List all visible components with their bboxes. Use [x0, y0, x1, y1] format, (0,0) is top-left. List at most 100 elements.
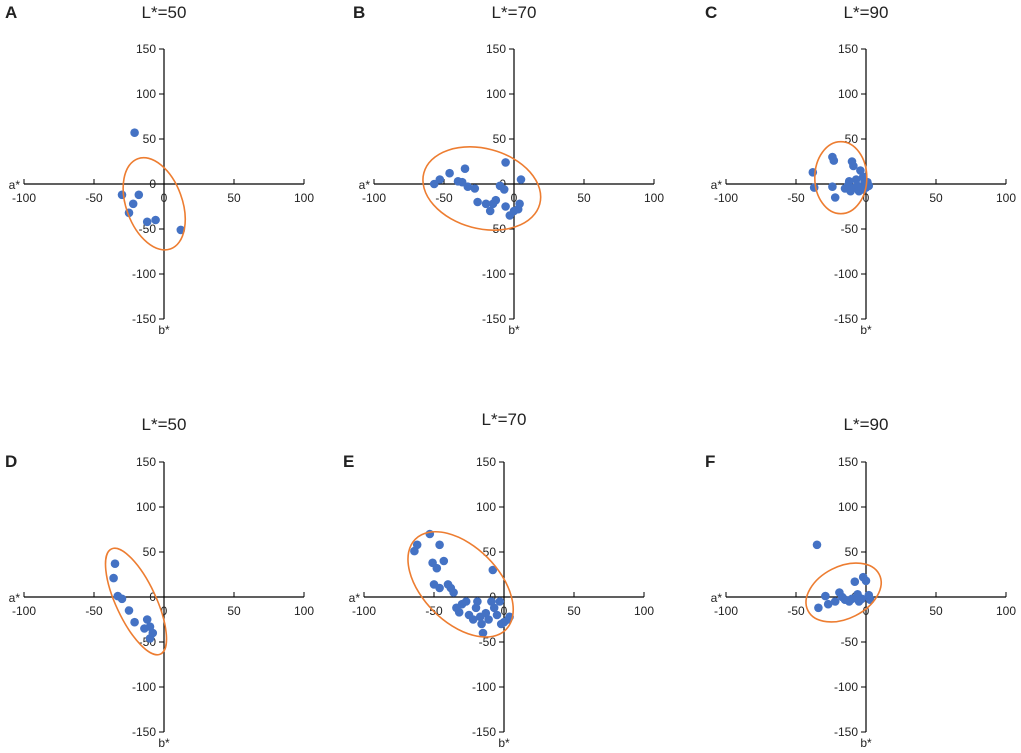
x-tick-label: 0: [511, 191, 518, 205]
cluster-ellipse: [122, 156, 187, 251]
y-tick-label: 150: [838, 42, 858, 56]
data-point: [454, 608, 464, 617]
x-axis-label: a*: [711, 591, 723, 605]
data-point: [435, 583, 444, 593]
panel-letter: F: [705, 452, 715, 471]
y-tick-label: -50: [479, 635, 497, 649]
data-point: [439, 556, 449, 566]
y-tick-label: -50: [489, 222, 507, 236]
data-point: [861, 576, 871, 586]
y-tick-label: -100: [132, 680, 156, 694]
y-tick-label: 0: [149, 590, 156, 604]
cluster-ellipse: [104, 547, 168, 656]
x-axis-label: a*: [9, 591, 21, 605]
data-point: [473, 197, 482, 207]
data-point: [117, 594, 127, 604]
x-tick-label: 0: [161, 604, 168, 618]
y-tick-label: 100: [486, 87, 506, 101]
x-tick-label: 100: [996, 604, 1016, 618]
x-tick-label: 100: [996, 191, 1016, 205]
x-tick-label: 50: [929, 604, 943, 618]
data-point: [489, 603, 499, 613]
data-point: [432, 563, 442, 573]
data-point: [488, 565, 498, 575]
panel-letter: C: [705, 3, 717, 22]
data-point: [445, 168, 454, 178]
x-tick-label: -100: [12, 604, 36, 618]
data-point: [495, 597, 505, 606]
y-tick-label: 100: [136, 87, 156, 101]
data-point: [142, 217, 152, 227]
data-point: [850, 577, 860, 586]
data-point: [109, 573, 118, 583]
x-tick-label: -50: [787, 191, 805, 205]
panel-title: L*=90: [844, 415, 889, 434]
data-point: [849, 161, 858, 171]
data-point: [130, 128, 139, 137]
data-point: [828, 182, 837, 191]
data-point: [830, 193, 840, 202]
y-axis-label: b*: [158, 736, 170, 750]
x-tick-label: 50: [227, 604, 241, 618]
data-point: [821, 591, 830, 601]
cluster-ellipse: [813, 140, 868, 215]
panel-c: CL*=90-100-50050100150100500-50-100-150a…: [705, 3, 1016, 337]
data-point: [484, 615, 493, 624]
y-tick-label: -150: [482, 312, 506, 326]
y-tick-label: -150: [834, 725, 858, 739]
data-point: [485, 206, 495, 216]
x-tick-label: 100: [644, 191, 664, 205]
x-tick-label: 50: [227, 191, 241, 205]
panel-letter: A: [5, 3, 17, 22]
data-point: [449, 588, 458, 597]
data-point: [812, 540, 822, 550]
y-tick-label: -150: [132, 312, 156, 326]
y-tick-label: 150: [486, 42, 506, 56]
y-axis-label: b*: [508, 323, 520, 337]
panel-a: A L*=50 -100 -50 0 50 100 150 100 50 0 -50 -100 -150 a…: [5, 3, 314, 337]
x-tick-label: 50: [577, 191, 591, 205]
data-point: [130, 617, 139, 627]
x-axis-label: a*: [9, 178, 21, 192]
y-tick-label: -150: [472, 725, 496, 739]
x-axis-label: a*: [711, 178, 723, 192]
data-point: [499, 185, 509, 194]
x-axis-label: a*: [359, 178, 371, 192]
x-tick-label: 100: [294, 191, 314, 205]
x-tick-label: 50: [567, 604, 581, 618]
data-point: [117, 190, 127, 200]
x-tick-label: -100: [714, 191, 738, 205]
panel-title: L*=50: [142, 3, 187, 22]
data-point: [460, 164, 470, 173]
cluster-ellipse: [422, 146, 542, 231]
y-tick-label: -50: [841, 635, 859, 649]
data-point: [857, 594, 867, 604]
data-point: [435, 175, 445, 184]
y-tick-label: 100: [838, 87, 858, 101]
y-tick-label: 50: [493, 132, 507, 146]
data-point: [814, 603, 823, 613]
x-tick-label: -50: [85, 191, 103, 205]
y-tick-label: 150: [838, 455, 858, 469]
data-point: [470, 184, 480, 193]
x-tick-label: -50: [435, 191, 453, 205]
panel-f: FL*=90-100-50050100150100500-50-100-150a…: [705, 415, 1016, 750]
x-tick-label: -100: [362, 191, 386, 205]
data-point: [492, 610, 502, 620]
y-tick-label: 100: [838, 500, 858, 514]
data-point: [823, 599, 833, 609]
y-tick-label: -150: [132, 725, 156, 739]
data-point: [501, 202, 510, 211]
data-point: [110, 559, 120, 568]
panel-title: L*=90: [844, 3, 889, 22]
data-point: [478, 628, 488, 638]
y-tick-label: 50: [143, 132, 157, 146]
x-tick-label: 50: [929, 191, 943, 205]
y-tick-label: 100: [476, 500, 496, 514]
y-tick-label: 50: [143, 545, 157, 559]
panel-letter: B: [353, 3, 365, 22]
y-tick-label: 100: [136, 500, 156, 514]
y-axis-label: b*: [860, 323, 872, 337]
y-tick-label: 0: [149, 177, 156, 191]
y-tick-label: 0: [489, 590, 496, 604]
